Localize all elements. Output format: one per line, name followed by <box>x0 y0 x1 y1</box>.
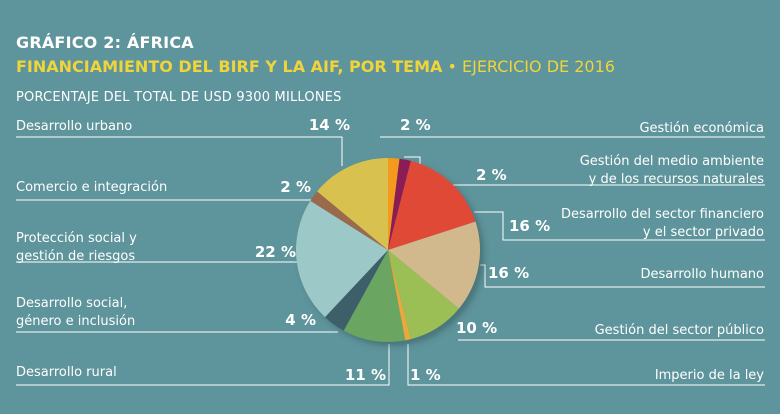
leader-line <box>474 211 765 241</box>
chart-subtitle: FINANCIAMIENTO DEL BIRF Y LA AIF, POR TE… <box>16 57 615 76</box>
value-label: 2 % <box>476 166 507 184</box>
chart-title: GRÁFICO 2: ÁFRICA <box>16 33 194 52</box>
value-label: 11 % <box>345 366 386 384</box>
pie-slice <box>325 250 388 331</box>
subtitle-year: EJERCICIO DE 2016 <box>461 57 615 76</box>
category-label: y de los recursos naturales <box>589 172 765 187</box>
value-label: 4 % <box>285 311 316 329</box>
category-label: gestión de riesgos <box>16 249 135 264</box>
value-label: 22 % <box>255 243 296 261</box>
category-label: Protección social y <box>16 231 137 246</box>
leader-line <box>407 344 765 386</box>
value-label: 2 % <box>400 116 431 134</box>
category-label: Desarrollo rural <box>16 365 117 380</box>
pie-slice <box>310 191 388 250</box>
leader-line <box>16 344 390 386</box>
value-label: 14 % <box>309 116 350 134</box>
subtitle-separator: • <box>442 57 462 76</box>
category-label: Imperio de la ley <box>655 368 764 383</box>
leader-lines <box>16 136 765 386</box>
category-label: Desarrollo humano <box>641 267 765 282</box>
category-label: Comercio e integración <box>16 180 167 195</box>
value-label: 16 % <box>509 217 550 235</box>
category-label: Gestión económica <box>639 121 764 136</box>
leader-line <box>480 264 765 288</box>
category-label: género e inclusión <box>16 314 135 329</box>
pie-slice <box>317 158 388 250</box>
category-label: Gestión del medio ambiente <box>580 154 764 169</box>
value-label: 10 % <box>456 319 497 337</box>
pie-slice <box>295 200 388 318</box>
category-label: Desarrollo del sector financiero <box>561 207 764 222</box>
pie-slice <box>388 221 481 309</box>
pie-slices <box>295 158 481 342</box>
pie-slice <box>388 250 459 340</box>
value-label: 1 % <box>410 366 441 384</box>
pie-slice <box>343 250 406 342</box>
pie-slice <box>388 160 476 250</box>
pie-slice <box>388 250 411 341</box>
pie-slice <box>388 158 411 250</box>
pie-slice <box>388 158 400 250</box>
category-labels: Gestión económica 2 % Gestión del medio am… <box>16 116 764 384</box>
category-label: Gestión del sector público <box>595 323 764 338</box>
value-label: 2 % <box>280 178 311 196</box>
subtitle-main: FINANCIAMIENTO DEL BIRF Y LA AIF, POR TE… <box>16 57 443 76</box>
leader-line <box>16 136 343 166</box>
value-label: 16 % <box>488 264 529 282</box>
category-label: Desarrollo social, <box>16 296 127 311</box>
chart-caption: PORCENTAJE DEL TOTAL DE USD 9300 MILLONE… <box>16 90 342 105</box>
category-label: y el sector privado <box>643 225 764 240</box>
category-label: Desarrollo urbano <box>16 119 132 134</box>
